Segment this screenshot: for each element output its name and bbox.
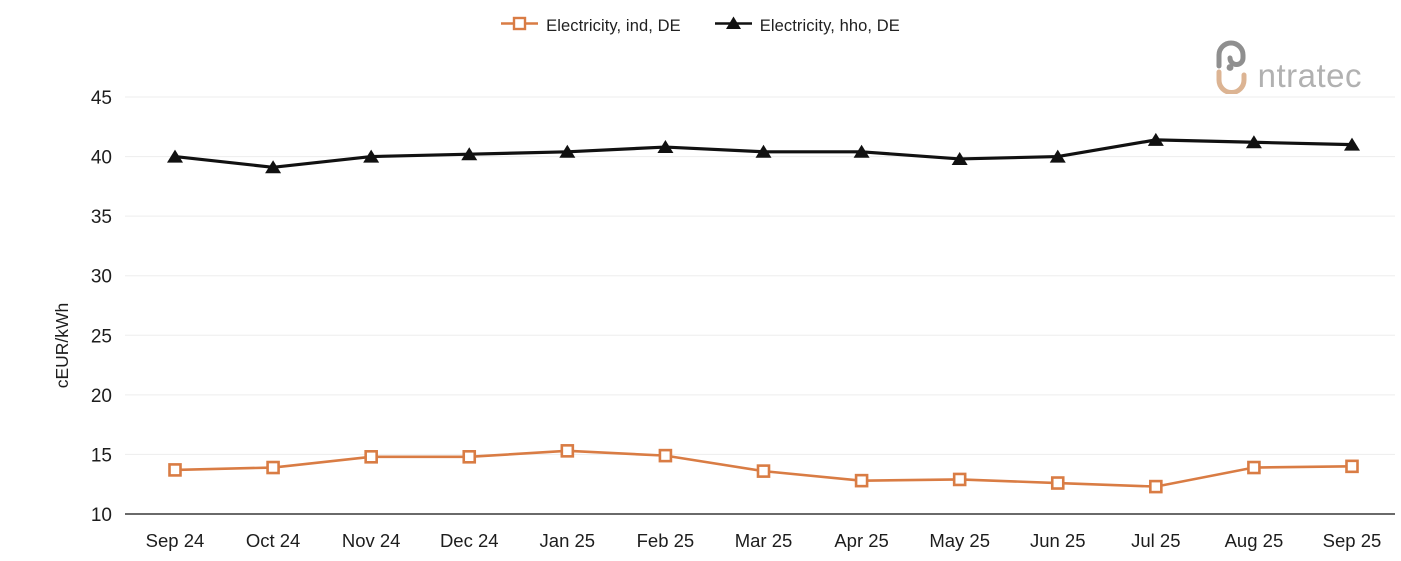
legend: Electricity, ind, DE Electricity, hho, D…	[0, 16, 1401, 36]
x-tick-label: Jun 25	[1030, 530, 1086, 551]
y-axis-title: cEUR/kWh	[52, 303, 72, 389]
legend-label: Electricity, ind, DE	[546, 16, 681, 35]
data-point-triangle	[755, 144, 772, 158]
data-point-triangle	[461, 147, 478, 161]
data-point-square	[1345, 459, 1359, 474]
data-point-triangle	[559, 144, 576, 158]
x-tick-label: Dec 24	[440, 530, 499, 551]
data-point-triangle	[853, 144, 870, 158]
y-tick-label: 10	[91, 505, 112, 526]
data-point-triangle	[1147, 132, 1164, 146]
intratec-mark-icon	[1210, 40, 1256, 99]
data-point-triangle	[951, 151, 968, 165]
y-tick-label: 40	[91, 148, 112, 169]
y-tick-label: 45	[91, 88, 112, 109]
legend-label: Electricity, hho, DE	[759, 16, 900, 35]
intratec-logo: ntratec	[1210, 40, 1362, 99]
x-tick-label: Aug 25	[1225, 530, 1284, 551]
data-point-square	[756, 464, 771, 478]
data-point-square	[1149, 479, 1163, 494]
data-point-triangle	[1344, 137, 1360, 151]
data-point-triangle	[265, 160, 282, 174]
filled-triangle-marker-icon	[714, 16, 752, 36]
data-point-triangle	[363, 149, 380, 163]
y-tick-label: 15	[91, 445, 112, 466]
hollow-square-marker-icon	[501, 16, 539, 36]
x-tick-label: Feb 25	[637, 530, 695, 551]
data-point-square	[1247, 460, 1261, 475]
data-point-square	[658, 448, 673, 463]
data-point-square	[266, 460, 280, 475]
x-tick-label: Sep 24	[146, 530, 205, 551]
data-point-square	[1050, 476, 1065, 490]
data-point-triangle	[1245, 135, 1262, 149]
x-tick-label: Sep 25	[1323, 530, 1382, 551]
x-tick-label: Jan 25	[540, 530, 596, 551]
logo-text: ntratec	[1257, 57, 1362, 94]
data-point-triangle	[657, 140, 674, 154]
x-tick-label: May 25	[929, 530, 990, 551]
data-point-square	[462, 450, 477, 464]
data-point-triangle	[167, 149, 183, 163]
legend-item-electricity-ind[interactable]: Electricity, ind, DE	[501, 16, 681, 36]
x-tick-label: Apr 25	[834, 530, 889, 551]
data-point-square	[168, 463, 182, 477]
x-tick-label: Mar 25	[735, 530, 793, 551]
data-point-square	[854, 473, 869, 488]
x-tick-label: Jul 25	[1131, 530, 1180, 551]
y-tick-label: 35	[91, 207, 112, 228]
data-point-square	[560, 444, 575, 458]
x-tick-label: Oct 24	[246, 530, 301, 551]
y-tick-label: 25	[91, 326, 112, 347]
y-tick-label: 20	[91, 386, 112, 407]
data-point-triangle	[1049, 149, 1066, 163]
x-tick-label: Nov 24	[342, 530, 401, 551]
data-point-square	[364, 450, 378, 464]
legend-item-electricity-hho[interactable]: Electricity, hho, DE	[714, 16, 900, 36]
y-tick-label: 30	[91, 267, 112, 288]
data-point-square	[952, 472, 967, 487]
